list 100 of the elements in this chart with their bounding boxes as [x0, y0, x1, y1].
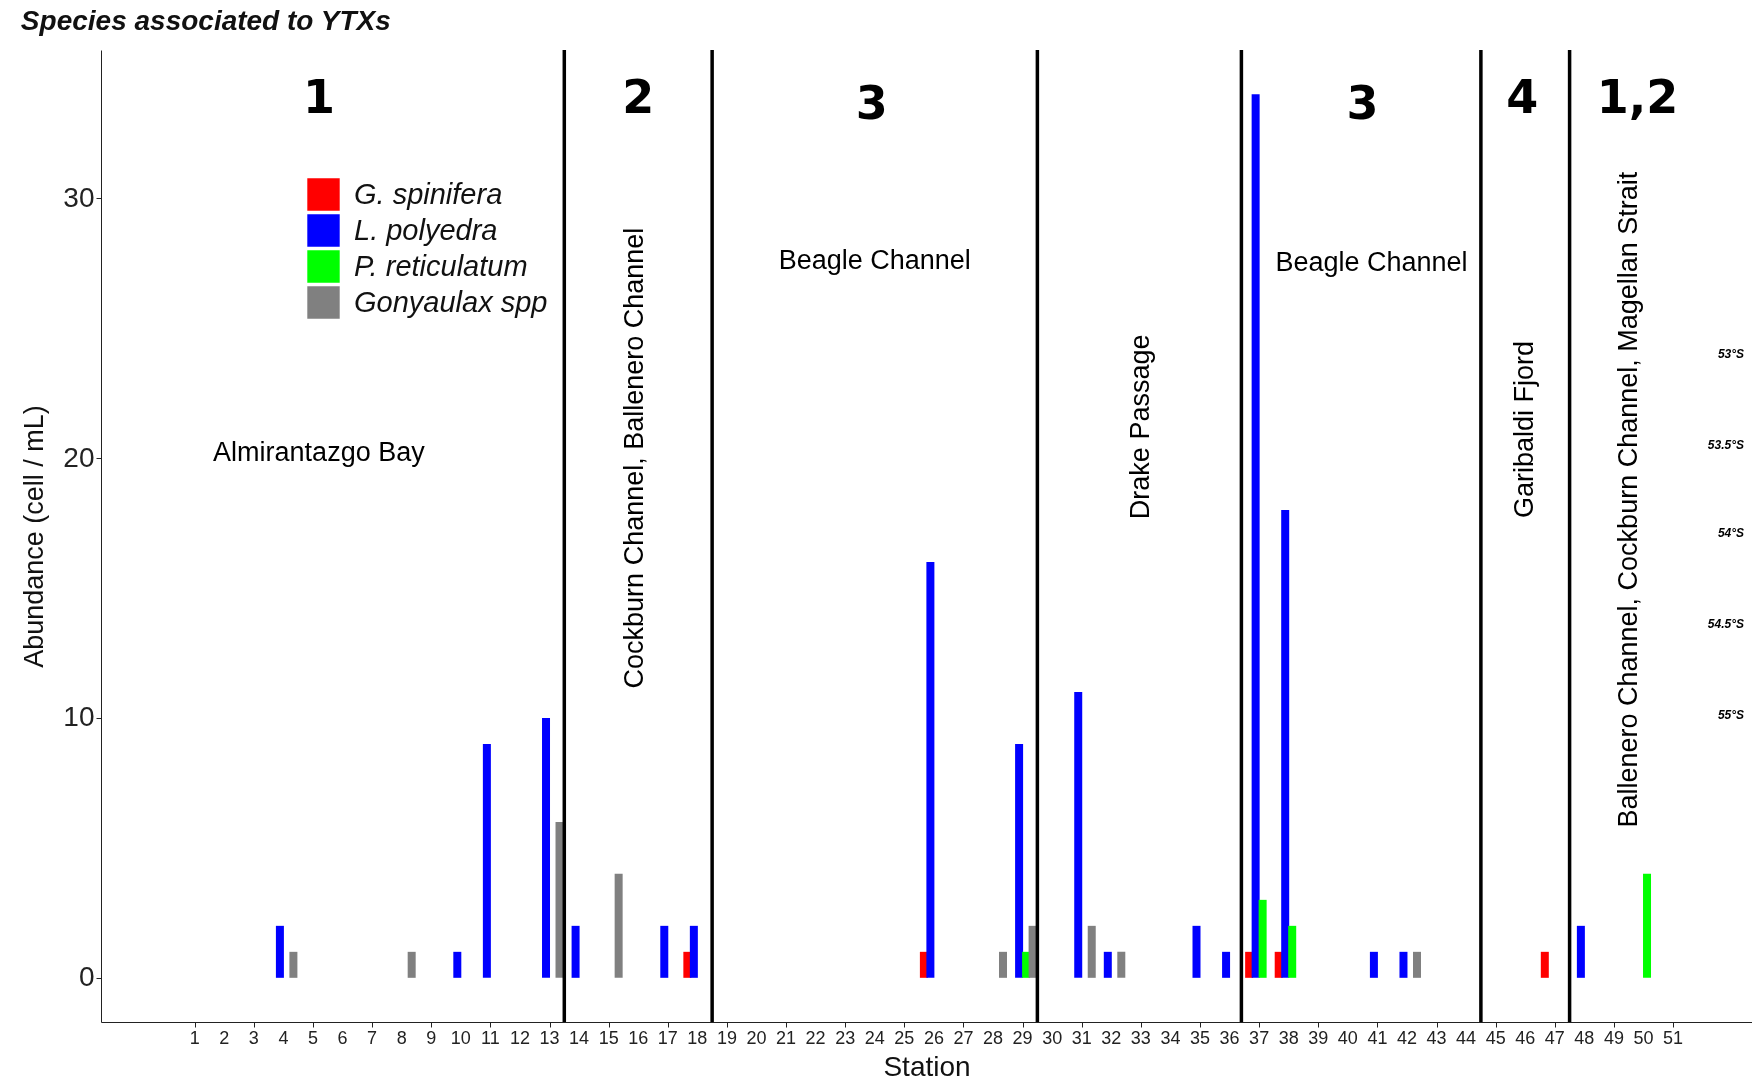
bar	[1222, 951, 1231, 978]
y-tick-label: 10	[63, 701, 95, 733]
x-tick-label: 2	[219, 1028, 230, 1048]
bar	[1643, 873, 1652, 978]
annotation: 4	[1506, 70, 1539, 125]
x-tick-label: 31	[1071, 1028, 1092, 1048]
x-tick-label: 42	[1396, 1028, 1417, 1048]
x-tick-label: 10	[450, 1028, 471, 1048]
bar	[926, 561, 935, 978]
x-tick-label: 27	[953, 1028, 974, 1048]
annotation: 53°S	[1717, 347, 1745, 362]
annotation: 54.5°S	[1707, 617, 1745, 632]
x-tick-label: 17	[657, 1028, 678, 1048]
annotation: Beagle Channel	[1275, 247, 1468, 278]
bar	[1281, 510, 1290, 978]
annotation: Drake Passage	[1124, 334, 1155, 520]
x-tick-label: 37	[1249, 1028, 1270, 1048]
x-tick-label: 3	[248, 1028, 259, 1048]
x-tick-label: 23	[835, 1028, 856, 1048]
bar	[1015, 743, 1024, 978]
bar	[482, 743, 491, 978]
x-tick-label: 51	[1663, 1028, 1684, 1048]
bar	[999, 951, 1008, 978]
annotation: Garibaldi Fjord	[1509, 340, 1540, 518]
x-tick-label: 18	[687, 1028, 708, 1048]
x-tick-label: 21	[776, 1028, 797, 1048]
x-tick-label: 29	[1012, 1028, 1033, 1048]
x-tick-label: 19	[716, 1028, 737, 1048]
x-tick-label: 12	[509, 1028, 530, 1048]
x-tick-label: 6	[337, 1028, 348, 1048]
x-tick-label: 13	[539, 1028, 560, 1048]
x-tick-label: 35	[1189, 1028, 1211, 1048]
bar	[453, 951, 462, 978]
bar	[614, 873, 623, 978]
x-tick-label: 45	[1485, 1028, 1506, 1048]
annotation: 53.5°S	[1707, 438, 1745, 453]
x-tick-label: 50	[1633, 1028, 1654, 1048]
annotation: 3	[1346, 75, 1379, 130]
bar	[289, 951, 298, 978]
legend-label: Gonyaulax spp	[354, 285, 548, 318]
bar	[1117, 951, 1126, 978]
bar	[571, 925, 580, 978]
chart-title: Species associated to YTXs	[20, 5, 391, 37]
bar	[1251, 94, 1260, 978]
x-tick-label: 26	[923, 1028, 944, 1048]
x-tick-label: 11	[481, 1028, 500, 1048]
x-tick-label: 30	[1042, 1028, 1063, 1048]
x-tick-label: 9	[426, 1028, 437, 1048]
x-tick-label: 38	[1278, 1028, 1299, 1048]
x-tick-label: 43	[1426, 1028, 1447, 1048]
x-tick-label: 20	[746, 1028, 767, 1048]
x-tick-label: 14	[569, 1028, 590, 1048]
x-tick-label: 40	[1337, 1028, 1358, 1048]
x-tick-label: 44	[1456, 1028, 1477, 1048]
legend-label: G. spinifera	[354, 177, 503, 210]
x-tick-label: 16	[628, 1028, 649, 1048]
x-tick-label: 24	[864, 1028, 885, 1048]
x-tick-label: 33	[1130, 1028, 1151, 1048]
x-tick-label: 28	[983, 1028, 1004, 1048]
x-tick-label: 25	[894, 1028, 915, 1048]
x-tick-label: 32	[1101, 1028, 1122, 1048]
x-tick-label: 34	[1160, 1028, 1181, 1048]
bar	[689, 925, 698, 978]
legend-label: P. reticulatum	[354, 249, 528, 282]
bar	[1074, 691, 1083, 978]
x-tick-label: 1	[189, 1028, 200, 1048]
x-tick-label: 15	[598, 1028, 619, 1048]
annotation: Almirantazgo Bay	[213, 436, 426, 467]
x-tick-label: 46	[1515, 1028, 1536, 1048]
y-tick-label: 30	[63, 181, 95, 213]
bar	[1192, 925, 1201, 978]
x-tick-label: 22	[805, 1028, 826, 1048]
x-tick-label: 5	[307, 1028, 318, 1048]
x-tick-label: 36	[1219, 1028, 1240, 1048]
bar	[1369, 951, 1378, 978]
bar	[1412, 951, 1421, 978]
y-tick-label: 0	[78, 961, 95, 993]
annotation: 54°S	[1717, 526, 1745, 541]
bar	[1288, 925, 1297, 978]
bar	[1087, 925, 1096, 978]
annotation: 1,2	[1596, 70, 1679, 125]
annotation: 55°S	[1717, 708, 1745, 723]
x-tick-label: 47	[1544, 1028, 1565, 1048]
annotation: Cockburn Channel, Ballenero Channel	[619, 227, 650, 689]
y-axis-title: Abundance (cell / mL)	[19, 405, 50, 668]
bar	[1399, 951, 1408, 978]
annotation: 3	[855, 75, 888, 130]
bar	[660, 925, 669, 978]
bar	[1540, 951, 1549, 978]
x-tick-label: 39	[1308, 1028, 1329, 1048]
bar	[542, 717, 551, 978]
x-tick-label: 48	[1574, 1028, 1595, 1048]
bar	[1103, 951, 1112, 978]
annotation: Ballenero Channel, Cockburn Channel, Magellan Strait	[1612, 171, 1643, 828]
x-tick-label: 49	[1603, 1028, 1624, 1048]
y-tick-label: 20	[63, 441, 95, 473]
x-tick-label: 41	[1367, 1028, 1388, 1048]
x-tick-label: 7	[367, 1028, 378, 1048]
bar	[275, 925, 284, 978]
bar	[407, 951, 416, 978]
